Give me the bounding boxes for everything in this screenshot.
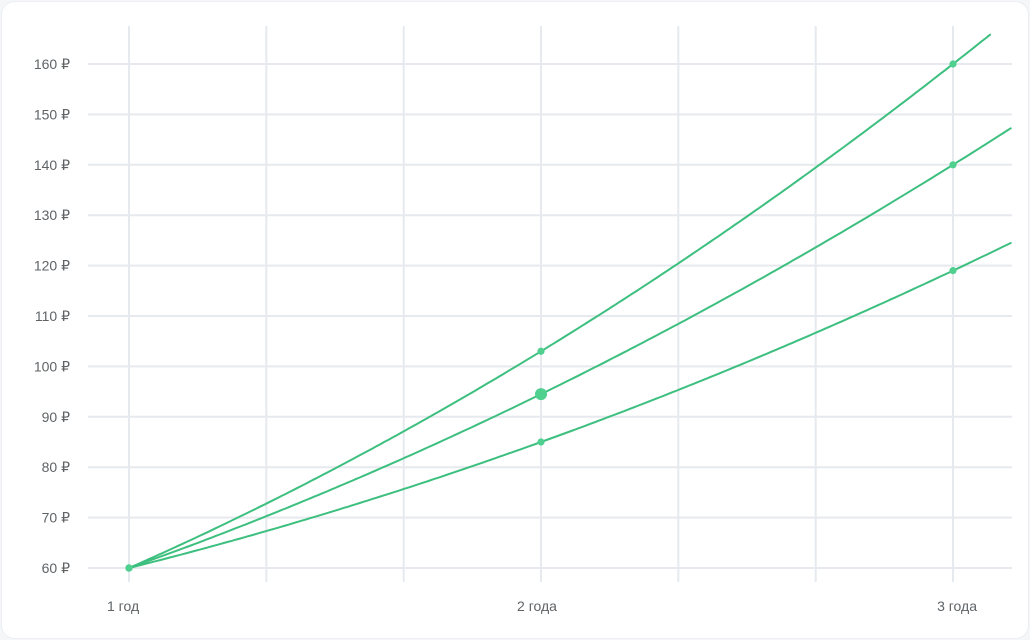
- y-tick-label: 80 ₽: [42, 459, 70, 475]
- y-tick-label: 140 ₽: [34, 157, 70, 173]
- x-tick-label: 1 год: [107, 598, 139, 614]
- y-tick-label: 150 ₽: [34, 106, 70, 122]
- y-tick-label: 70 ₽: [42, 510, 70, 526]
- series-line-3: [128, 242, 1012, 569]
- data-point: [537, 438, 545, 446]
- y-tick-label: 60 ₽: [42, 560, 70, 576]
- series-line-1: [128, 33, 992, 569]
- y-tick-label: 90 ₽: [42, 409, 70, 425]
- data-point: [949, 267, 957, 275]
- y-tick-label: 100 ₽: [34, 358, 70, 374]
- data-point: [949, 60, 957, 68]
- y-tick-label: 120 ₽: [34, 258, 70, 274]
- y-tick-label: 110 ₽: [35, 308, 70, 324]
- highlight-point[interactable]: [535, 388, 547, 401]
- data-point: [125, 564, 133, 572]
- y-tick-label: 130 ₽: [34, 207, 70, 223]
- series-line-2: [128, 127, 1012, 569]
- x-tick-label: 2 года: [517, 598, 557, 614]
- x-tick-label: 3 года: [937, 598, 977, 614]
- data-point: [949, 161, 957, 169]
- y-tick-label: 160 ₽: [34, 56, 70, 72]
- data-point: [537, 347, 545, 355]
